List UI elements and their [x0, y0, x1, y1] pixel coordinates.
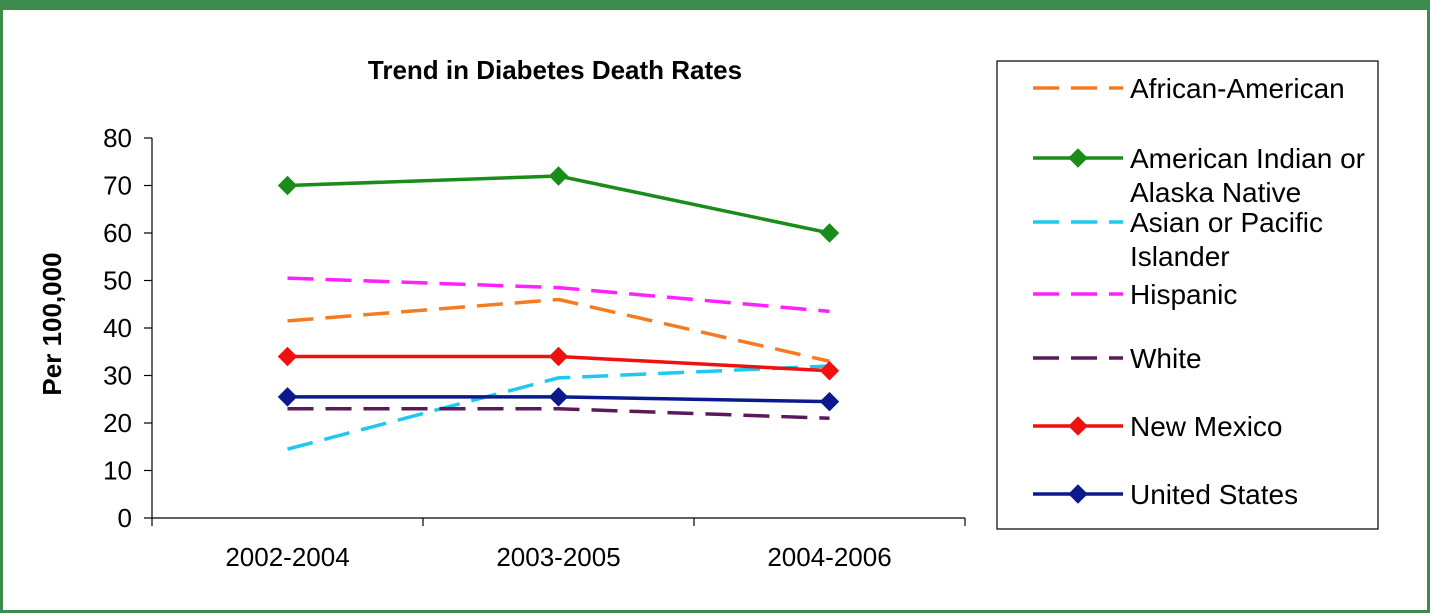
legend-box: [996, 60, 1379, 530]
y-axis-label: Per 100,000: [37, 252, 67, 395]
x-tick-label: 2004-2006: [767, 542, 891, 572]
legend-item-new-mexico: New Mexico: [1033, 411, 1282, 442]
data-point: [277, 346, 298, 367]
data-point: [277, 387, 298, 407]
y-tick-label: 20: [103, 408, 132, 438]
legend-label-line: American Indian or: [1130, 143, 1365, 174]
data-point: [819, 223, 840, 243]
y-tick-label: 40: [103, 313, 132, 343]
legend-label: African-American: [1130, 73, 1345, 104]
legend-label-line: African-American: [1130, 73, 1345, 104]
series-united-states: [277, 387, 840, 412]
series-hispanic: [287, 276, 830, 314]
legend-label-line: United States: [1130, 479, 1298, 510]
legend-label: New Mexico: [1130, 411, 1282, 442]
legend-swatch-marker: [1068, 148, 1088, 168]
chart-title: Trend in Diabetes Death Rates: [368, 55, 742, 85]
legend-item-united-states: United States: [1033, 479, 1298, 510]
x-tick-label: 2002-2004: [225, 542, 349, 572]
legend-label-line: Asian or Pacific: [1130, 207, 1323, 238]
data-point: [819, 391, 840, 412]
legend-swatch-marker: [1068, 416, 1088, 436]
legend-item-african-american: African-American: [1033, 73, 1345, 104]
y-tick-label: 0: [118, 503, 132, 533]
data-point: [548, 166, 569, 186]
series-new-mexico: [277, 346, 840, 381]
legend-swatch-marker: [1068, 484, 1088, 504]
series-white: [287, 407, 830, 420]
y-tick-label: 60: [103, 218, 132, 248]
legend-item-hispanic: Hispanic: [1033, 279, 1237, 310]
legend-item-asian-or-pacific-islander: Asian or Pacific Islander: [1033, 207, 1323, 272]
series-line: [287, 276, 830, 314]
series-american-indian-or-alaska-native: [277, 166, 840, 243]
legend-label: Asian or Pacific Islander: [1130, 207, 1323, 272]
x-tick-label: 2003-2005: [496, 542, 620, 572]
data-point: [819, 361, 840, 381]
legend-label: American Indian or Alaska Native: [1130, 143, 1365, 208]
series-line: [287, 407, 830, 420]
legend-label: Hispanic: [1130, 279, 1237, 310]
y-tick-label: 50: [103, 266, 132, 296]
y-tick-label: 10: [103, 456, 132, 486]
legend-label: United States: [1130, 479, 1298, 510]
legend-label-line: Hispanic: [1130, 279, 1237, 310]
y-tick-label: 70: [103, 171, 132, 201]
legend-label-line: New Mexico: [1130, 411, 1282, 442]
legend-label-line: White: [1130, 343, 1202, 374]
data-point: [548, 346, 569, 367]
y-tick-label: 80: [103, 123, 132, 153]
data-point: [548, 387, 569, 407]
legend-label-line: Islander: [1130, 241, 1230, 272]
top-band: [0, 0, 1430, 10]
axes: 0 10 20 30 40 50 60 70 80 2002-2004 2003-2005 2004-…: [103, 123, 966, 572]
data-point: [277, 175, 298, 196]
series-line: [287, 364, 830, 451]
series-african-american: [287, 297, 830, 363]
series-layer: [277, 166, 840, 451]
legend-item-white: White: [1033, 343, 1202, 374]
y-tick-label: 30: [103, 361, 132, 391]
series-asian-or-pacific-islander: [287, 364, 830, 451]
legend: African-American American Indian or Alaska…: [1033, 73, 1365, 510]
legend-label: White: [1130, 343, 1202, 374]
series-line: [287, 297, 830, 363]
legend-item-american-indian-or-alaska-native: American Indian or Alaska Native: [1033, 143, 1365, 208]
legend-label-line: Alaska Native: [1130, 177, 1301, 208]
